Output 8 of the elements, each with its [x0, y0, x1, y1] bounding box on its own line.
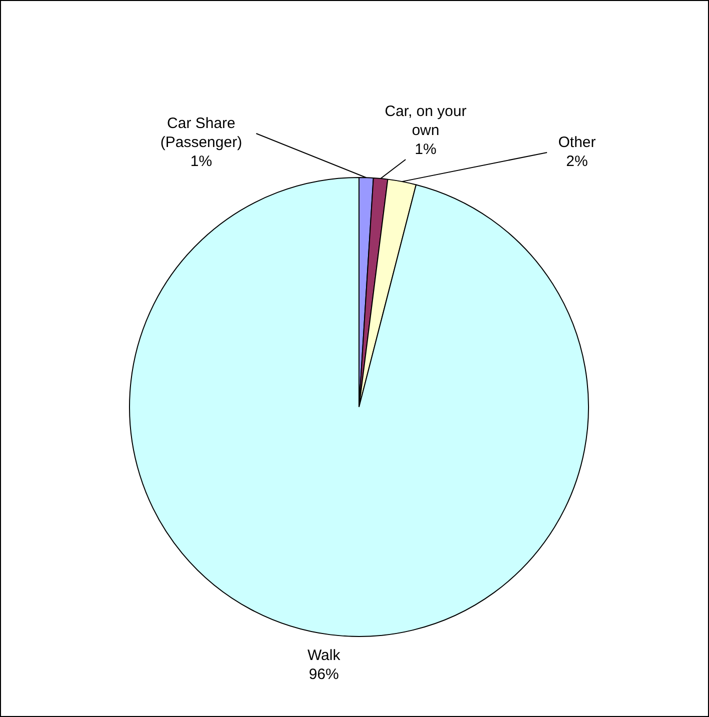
data-label: 1% — [414, 141, 436, 158]
slice-label: Other — [558, 134, 596, 152]
data-label: 2% — [566, 153, 588, 170]
data-label: 1% — [190, 153, 212, 170]
slice-label: Walk — [307, 647, 341, 664]
data-label: 96% — [308, 666, 339, 684]
slice-label: Car, on your own — [384, 103, 466, 140]
slice-label: Car Share (Passenger) — [160, 115, 242, 152]
